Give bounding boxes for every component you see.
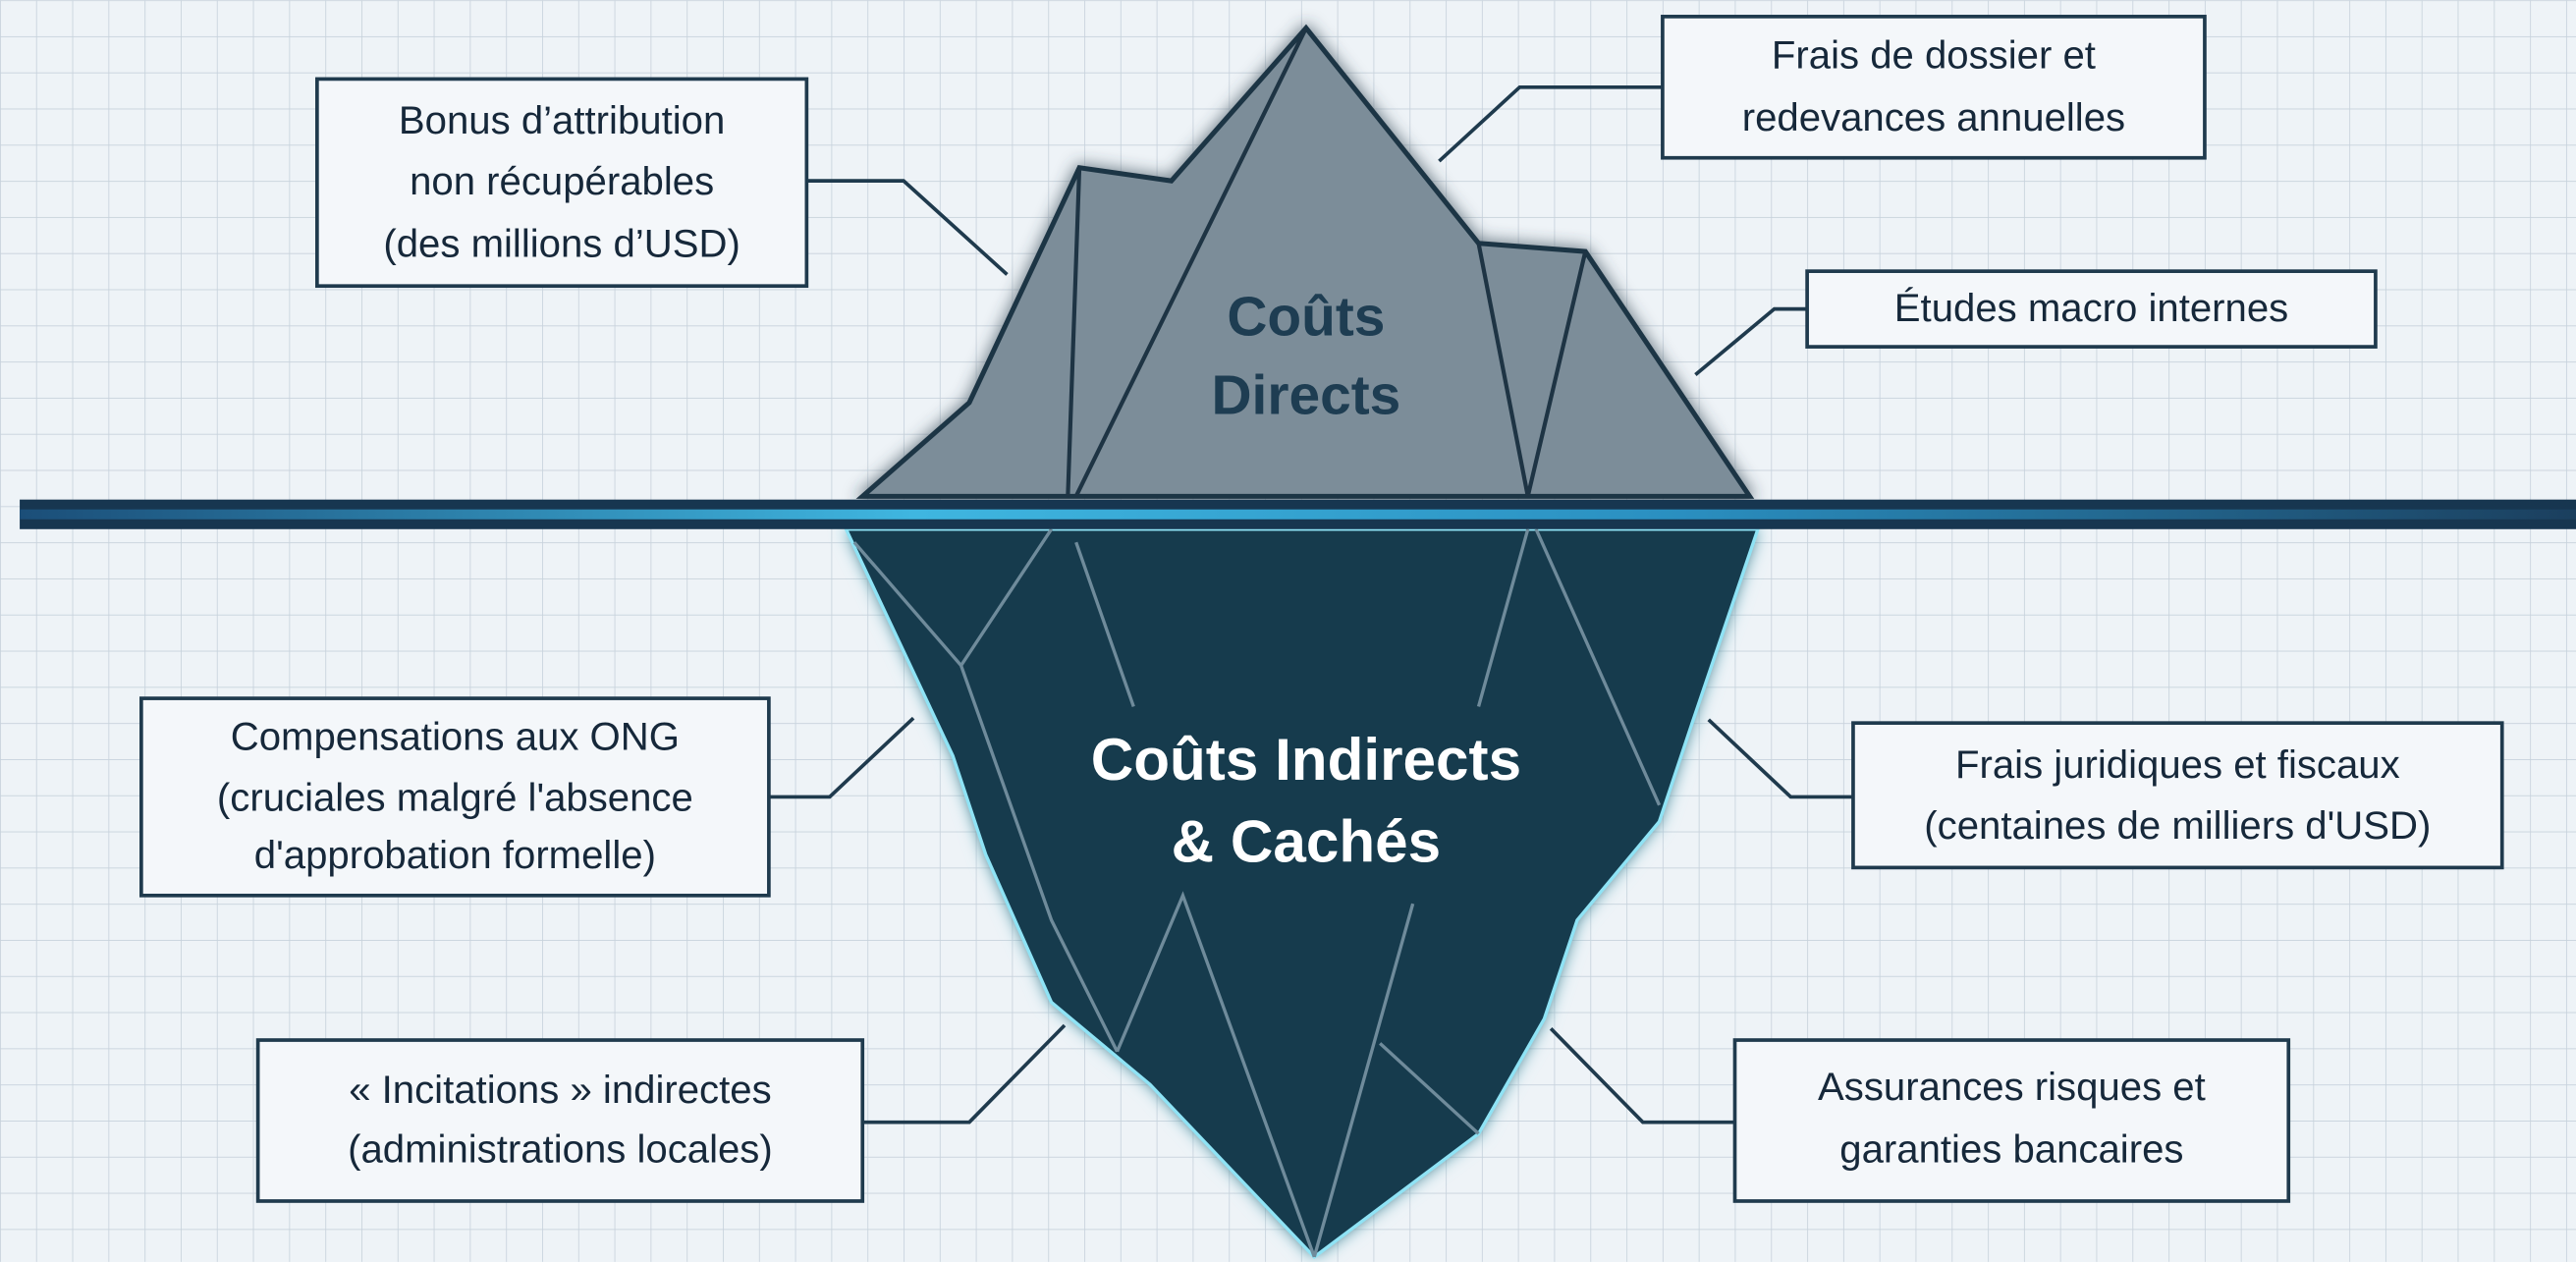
title-below: & Cachés: [1172, 808, 1441, 875]
callout-text: Frais de dossier et: [1772, 32, 2096, 77]
title-above: Directs: [1212, 365, 1401, 427]
callout-text: Bonus d’attribution: [399, 98, 725, 142]
callout-text: d'approbation formelle): [254, 833, 656, 877]
callout-text: (cruciales malgré l'absence: [217, 775, 693, 819]
title-above: Coûts: [1227, 286, 1385, 348]
callout-text: Frais juridiques et fiscaux: [1955, 742, 2400, 787]
callout-text: Études macro internes: [1894, 286, 2288, 330]
callout-text: (centaines de milliers d'USD): [1924, 803, 2431, 848]
callout-text: redevances annuelles: [1742, 95, 2125, 139]
page: {"iceberg": { "above": {"title": ["Coûts…: [0, 0, 2576, 1262]
callout-text: garanties bancaires: [1839, 1126, 2183, 1171]
callout-text: non récupérables: [410, 159, 714, 203]
diagram: Coûts Directs Coûts Indirects & Cachés B…: [0, 0, 2576, 1262]
callout-text: (administrations locales): [348, 1126, 773, 1171]
callout-text: (des millions d’USD): [383, 222, 740, 266]
waterline-glow: [20, 510, 2576, 520]
title-below: Coûts Indirects: [1091, 726, 1521, 793]
callout-text: Assurances risques et: [1818, 1065, 2206, 1109]
callout-box: [258, 1040, 863, 1201]
callout-text: « Incitations » indirectes: [349, 1068, 771, 1112]
callout-text: Compensations aux ONG: [231, 715, 680, 759]
